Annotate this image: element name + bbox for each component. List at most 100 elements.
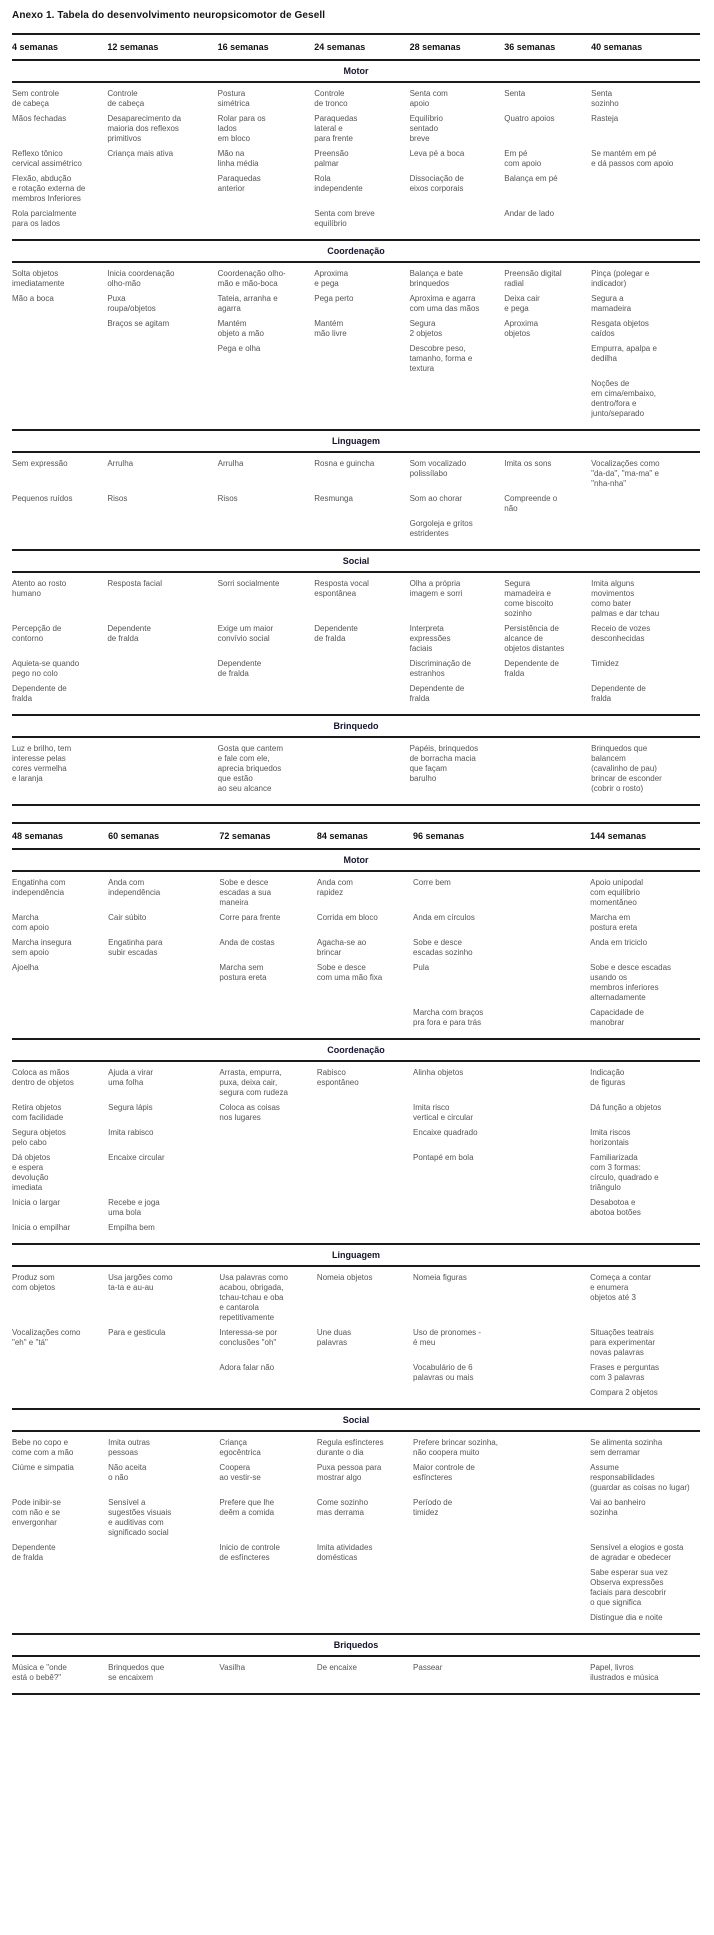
divider bbox=[12, 1693, 700, 1695]
table-cell bbox=[314, 339, 403, 374]
table-cell bbox=[12, 1563, 102, 1608]
table-cell: Une duas palavras bbox=[316, 1328, 352, 1347]
table-cell: Música e "onde está o bebê?" bbox=[12, 1663, 67, 1682]
table-cell bbox=[591, 169, 700, 204]
table-cell: Paraquedas lateral e para frente bbox=[314, 114, 358, 143]
table-cell: Segura lápis bbox=[108, 1103, 153, 1112]
section-content-coordenac-a-o: Coloca as mãos dentro de objetos Ajuda a … bbox=[12, 1062, 700, 1243]
table-cell: Prefere brincar sozinha, não coopera mui… bbox=[413, 1438, 498, 1457]
table-cell: Puxa roupa/objetos bbox=[107, 294, 156, 313]
table-cell bbox=[317, 1608, 407, 1623]
table-cell bbox=[504, 514, 585, 539]
table-cell bbox=[218, 679, 309, 704]
table-cell bbox=[12, 339, 101, 374]
table-cell bbox=[218, 204, 309, 229]
table-cell bbox=[317, 1563, 407, 1608]
section-header-coordenac-a-o: Coordenação bbox=[12, 1038, 700, 1062]
column-header-4-semanas: 4 semanas bbox=[12, 42, 59, 52]
table-cell: Vocabulário de 6 palavras ou mais bbox=[413, 1363, 474, 1382]
table-cell: Equilíbrio sentado breve bbox=[409, 114, 443, 143]
table-cell: Adora falar não bbox=[219, 1363, 275, 1372]
table-cell: Vasilha bbox=[219, 1663, 246, 1672]
table-cell: Bebe no copo e come com a mão bbox=[12, 1438, 74, 1457]
table-cell: Coopera ao vestir-se bbox=[219, 1463, 261, 1482]
table-cell: Corrida em bloco bbox=[316, 913, 378, 922]
table-cell: Imita rabisco bbox=[108, 1128, 154, 1137]
table-cell: Imita alguns movimentos como bater palma… bbox=[591, 579, 660, 618]
table-cell bbox=[314, 654, 403, 679]
table-cell: Aproxima e pega bbox=[314, 269, 349, 288]
table-cell: Marcha com braços pra fora e para trás bbox=[413, 1008, 484, 1027]
table-cell: Braços se agitam bbox=[107, 319, 170, 328]
table-cell bbox=[317, 1098, 407, 1123]
column-header-16-semanas: 16 semanas bbox=[217, 42, 269, 52]
section-header-motor: Motor bbox=[12, 848, 700, 872]
table-cell: Controle de cabeça bbox=[107, 89, 145, 108]
table-cell bbox=[413, 1383, 584, 1398]
table-cell: Arrasta, empurra, puxa, deixa cair, segu… bbox=[219, 1068, 288, 1097]
table-cell: Senta sozinho bbox=[591, 89, 619, 108]
week-header-row: 48 semanas 60 semanas 72 semanas 84 semanas… bbox=[12, 824, 700, 848]
table-cell: Interessa-se por conclusões "oh" bbox=[219, 1328, 278, 1347]
column-header-36-semanas: 36 semanas bbox=[504, 42, 556, 52]
table-cell: Segura 2 objetos bbox=[409, 319, 443, 338]
section-content-motor: Engatinha com independência Anda com inde… bbox=[12, 872, 700, 1038]
table-cell: Olha a própria imagem e sorri bbox=[409, 579, 463, 598]
table-cell bbox=[591, 489, 700, 514]
section-content-motor: Sem controle de cabeça Controle de cabeça… bbox=[12, 83, 700, 239]
table-cell: Em pé com apoio bbox=[504, 149, 542, 168]
table-cell: Imita atividades domésticas bbox=[316, 1543, 373, 1562]
table-cell bbox=[107, 169, 211, 204]
table-cell: Coloca as mãos dentro de objetos bbox=[12, 1068, 74, 1087]
table-cell: Mantém objeto a mão bbox=[217, 319, 264, 338]
table-cell: Corre para frente bbox=[219, 913, 281, 922]
column-header-144-semanas: 144 semanas bbox=[590, 831, 647, 841]
table-cell: Aproxima objetos bbox=[504, 319, 539, 338]
table-cell: Discriminação de estranhos bbox=[409, 659, 471, 678]
divider bbox=[12, 822, 700, 824]
table-cell: Rolar para os lados em bloco bbox=[217, 114, 266, 143]
table-cell bbox=[413, 1563, 584, 1608]
table-cell: Vocalizações como "eh" e "tá" bbox=[12, 1328, 81, 1347]
table-cell: Flexão, abdução e rotação externa de mem… bbox=[12, 174, 86, 203]
table-cell: Solta objetos imediatamente bbox=[12, 269, 65, 288]
table-cell: Imita outras pessoas bbox=[108, 1438, 150, 1457]
table-cell: Ciúme e simpatia bbox=[12, 1463, 74, 1472]
table-cell bbox=[107, 204, 211, 229]
table-cell: Cair súbito bbox=[108, 913, 147, 922]
table-cell bbox=[314, 679, 403, 704]
table-cell: Empilha bem bbox=[108, 1223, 155, 1232]
column-header-60-semanas: 60 semanas bbox=[108, 831, 160, 841]
table-cell: Anda com rapidez bbox=[316, 878, 353, 897]
column-header-96-semanas: 96 semanas bbox=[413, 831, 465, 841]
table-cell: Maior controle de esfíncteres bbox=[413, 1463, 475, 1482]
table-cell bbox=[317, 1193, 407, 1218]
table-cell: Sobe e desce com uma mão fixa bbox=[316, 963, 383, 982]
section-header-briquedos: Briquedos bbox=[12, 1633, 700, 1657]
gesell-table-2: 48 semanas 60 semanas 72 semanas 84 semanas… bbox=[12, 822, 700, 1695]
table-cell bbox=[504, 679, 585, 704]
table-cell: Sobe e desce escadas usando os membros i… bbox=[590, 963, 672, 1002]
table-cell: Situações teatrais para experimentar nov… bbox=[590, 1328, 656, 1357]
table-cell: Marcha com apoio bbox=[12, 913, 49, 932]
table-cell: Exige um maior convívio social bbox=[217, 624, 274, 643]
section-content-brinquedo: Luz e brilho, tem interesse pelas cores … bbox=[12, 738, 700, 804]
table-cell: Familiarizada com 3 formas: círculo, qua… bbox=[590, 1153, 659, 1192]
table-cell bbox=[107, 679, 211, 704]
table-cell: Pega e olha bbox=[217, 344, 261, 353]
table-cell bbox=[12, 1358, 102, 1383]
table-cell: Passear bbox=[413, 1663, 443, 1672]
table-cell: Sorri socialmente bbox=[217, 579, 280, 588]
table-cell: Compara 2 objetos bbox=[590, 1388, 658, 1397]
table-cell: Assume responsabilidades (guardar as coi… bbox=[590, 1463, 690, 1492]
table-cell: Período de timidez bbox=[413, 1498, 453, 1517]
table-cell: Dependente de fralda bbox=[409, 684, 465, 703]
section-content-social: Bebe no copo e come com a mão Imita outra… bbox=[12, 1432, 700, 1633]
table-cell: Recebe e joga uma bola bbox=[108, 1198, 160, 1217]
table-cell: Mãos fechadas bbox=[12, 114, 67, 123]
table-cell bbox=[504, 739, 585, 794]
table-cell: Se alimenta sozinha sem derramar bbox=[590, 1438, 663, 1457]
table-cell: Balança em pé bbox=[504, 174, 558, 183]
table-cell: Pinça (polegar e indicador) bbox=[591, 269, 650, 288]
column-header-28-semanas: 28 semanas bbox=[409, 42, 461, 52]
